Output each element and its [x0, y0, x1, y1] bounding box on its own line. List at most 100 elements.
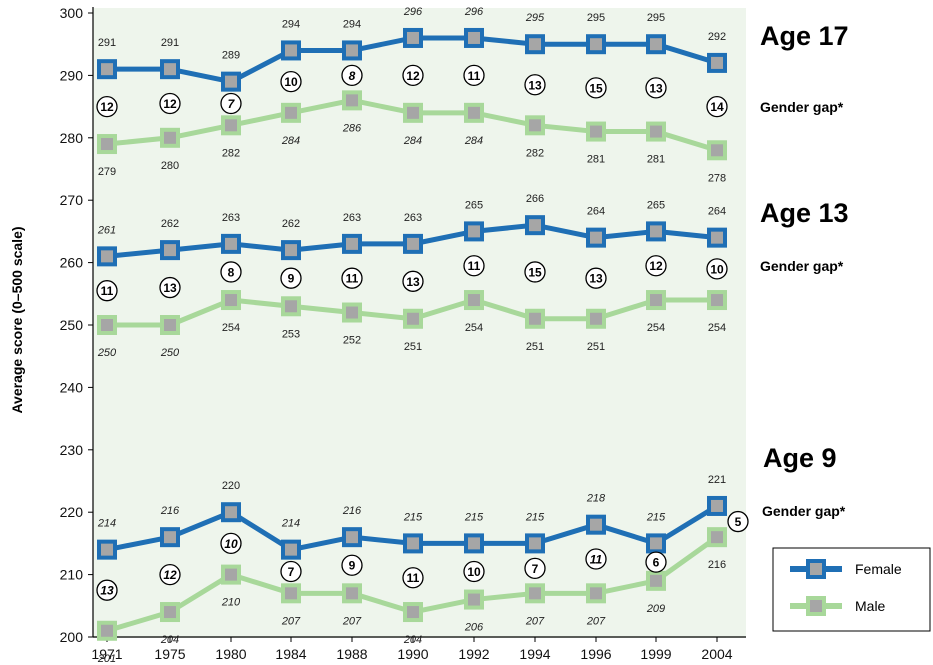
gender-gap-marker: [159, 92, 181, 115]
data-label-female: 265: [647, 199, 665, 211]
x-tick-label: 1999: [640, 646, 671, 662]
data-label-male: 286: [342, 122, 362, 134]
data-label-female: 218: [586, 493, 606, 505]
gender-gap-marker: [159, 276, 181, 299]
data-label-male: 282: [222, 147, 240, 159]
gender-gap-marker: [96, 280, 118, 302]
data-label-male: 204: [403, 634, 422, 646]
gender-gap-value: 13: [649, 81, 663, 95]
gender-gap-marker: [706, 258, 728, 280]
data-label-male: 281: [647, 154, 665, 166]
gender-gap-marker: [585, 77, 607, 99]
data-label-female: 214: [97, 518, 116, 530]
gender-gap-marker: [220, 261, 242, 283]
gender-gap-value: 8: [228, 265, 235, 279]
gender-gap-marker: [159, 563, 181, 586]
data-point-female: [160, 59, 180, 80]
x-tick-label: 1994: [519, 646, 550, 662]
data-label-female: 215: [525, 511, 545, 523]
data-label-female: 262: [161, 218, 179, 230]
axes: 200 210 220 230 240 250 260 270 280 290 300 1971 197…: [60, 5, 746, 662]
data-label-male: 284: [403, 135, 422, 147]
x-tick-label: 1988: [336, 646, 367, 662]
data-point-male: [281, 102, 301, 123]
gender-gap-marker: [341, 267, 363, 289]
gender-gap-value: 7: [288, 565, 295, 579]
data-point-male: [586, 583, 606, 604]
data-point-female: [342, 527, 362, 548]
data-point-male: [586, 121, 606, 142]
gender-gap-value: 11: [468, 69, 481, 83]
gender-gap-marker: [645, 77, 667, 99]
age-group-title: Age 13: [760, 198, 849, 228]
age-group-title: Age 9: [763, 443, 837, 473]
gender-gap-value: 10: [284, 75, 298, 89]
data-point-male: [525, 115, 545, 136]
gender-gap-value: 9: [288, 272, 295, 286]
gender-gap-value: 9: [349, 559, 356, 573]
gender-gap-marker: [280, 267, 302, 289]
data-label-male: 251: [526, 341, 544, 353]
data-label-male: 207: [281, 615, 301, 627]
data-label-female: 291: [161, 37, 179, 49]
gender-gap-marker: [585, 548, 607, 570]
data-point-female: [403, 233, 423, 254]
data-label-female: 215: [403, 511, 423, 523]
gender-gap-value: 13: [528, 78, 542, 92]
gender-gap-value: 12: [649, 259, 663, 273]
gender-gap-value: 5: [735, 515, 742, 529]
data-label-male: 280: [161, 160, 179, 172]
data-label-female: 294: [343, 18, 361, 30]
gender-gap-value: 12: [100, 100, 114, 114]
data-point-male: [281, 583, 301, 604]
x-tick-label: 1980: [215, 646, 246, 662]
legend-male-label: Male: [855, 598, 886, 614]
gender-gap-label: Gender gap*: [760, 99, 844, 115]
data-label-female: 295: [525, 12, 545, 24]
data-label-male: 282: [526, 147, 544, 159]
gender-gap-value: 11: [101, 284, 114, 298]
gender-gap-value: 10: [467, 565, 481, 579]
gender-gap-value: 15: [589, 81, 603, 95]
data-point-male: [464, 589, 484, 610]
y-axis-label: Average score (0–500 scale): [9, 226, 25, 413]
data-label-female: 215: [646, 511, 666, 523]
x-tick-label: 1992: [458, 646, 489, 662]
gender-gap-marker: [220, 532, 242, 555]
data-label-female: 292: [708, 31, 726, 43]
data-label-male: 253: [282, 328, 300, 340]
data-label-female: 264: [587, 206, 605, 218]
legend-male-marker: [806, 596, 826, 616]
data-point-female: [525, 34, 545, 55]
data-label-female: 216: [342, 505, 362, 517]
data-point-female: [586, 34, 606, 55]
data-point-female: [403, 533, 423, 554]
legend-female-marker: [806, 559, 826, 579]
data-point-male: [342, 302, 362, 323]
data-point-female: [342, 233, 362, 254]
data-label-female: 296: [464, 6, 484, 18]
data-point-female: [464, 27, 484, 48]
data-label-male: 284: [464, 135, 483, 147]
data-label-female: 216: [160, 505, 180, 517]
y-tick-label: 300: [60, 5, 84, 21]
y-tick-label: 210: [60, 567, 84, 583]
y-tick-label: 220: [60, 504, 84, 520]
x-tick-label: 2004: [701, 646, 732, 662]
gender-gap-value: 13: [589, 272, 603, 286]
data-point-female: [707, 495, 727, 516]
data-label-male: 210: [221, 597, 241, 609]
data-label-female: 214: [281, 518, 300, 530]
data-label-male: 284: [281, 135, 300, 147]
data-label-female: 294: [282, 18, 300, 30]
gender-gap-marker: [402, 270, 424, 292]
legend-female-label: Female: [855, 561, 902, 577]
data-point-male: [646, 290, 666, 311]
data-label-male: 281: [587, 154, 605, 166]
data-label-female: 296: [403, 6, 423, 18]
y-tick-label: 270: [60, 192, 84, 208]
gender-gap-value: 10: [224, 537, 238, 551]
data-point-female: [646, 533, 666, 554]
data-label-female: 263: [343, 212, 361, 224]
